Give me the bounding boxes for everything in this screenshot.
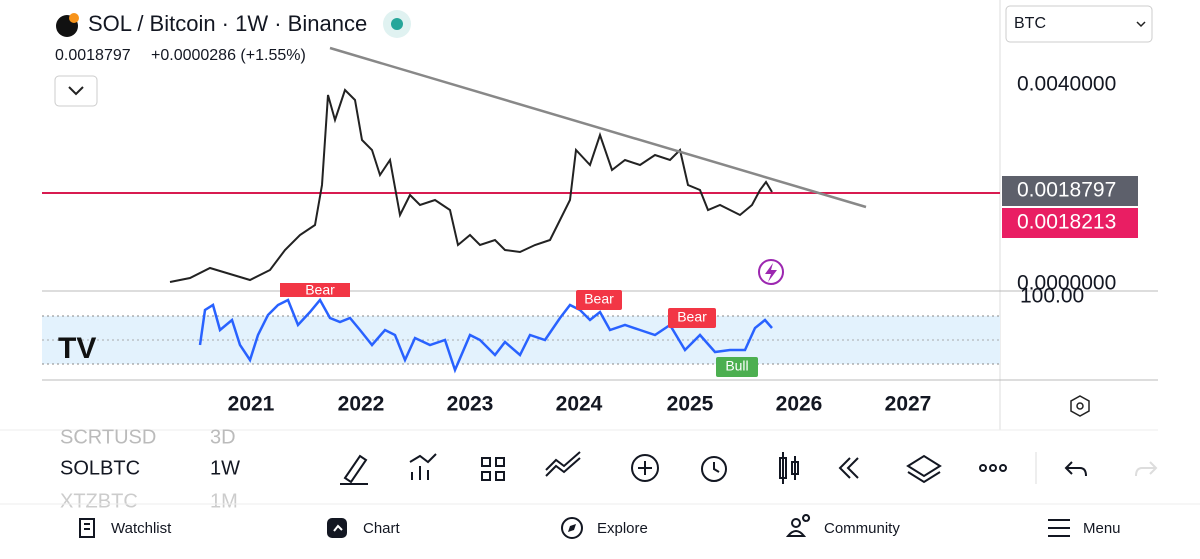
time-label: 2023 <box>447 393 494 416</box>
settings-icon-center <box>1076 402 1084 410</box>
watchlist-symbol[interactable]: XTZBTC <box>60 490 138 512</box>
explore-needle <box>568 524 576 532</box>
market-status-dot <box>391 18 403 30</box>
signal-label: Bull <box>725 358 748 374</box>
signal-tag <box>716 357 758 377</box>
rsi-axis-label: 100.00 <box>1020 285 1084 308</box>
add-tool-plus <box>638 461 652 475</box>
currency-label: BTC <box>1014 15 1046 32</box>
currency-select[interactable] <box>1005 5 1153 43</box>
collapse-button[interactable] <box>54 75 98 107</box>
event-bolt <box>765 263 777 282</box>
time-label: 2025 <box>667 393 714 416</box>
chevron <box>68 86 84 96</box>
watchlist-symbol[interactable]: SOLBTC <box>60 457 140 479</box>
rsi-band <box>42 316 1000 364</box>
time-label: 2026 <box>776 393 823 416</box>
add-tool[interactable] <box>631 454 659 482</box>
nav-item[interactable]: Explore <box>597 520 648 537</box>
more-dot <box>999 464 1007 472</box>
nav-item[interactable]: Chart <box>363 520 401 537</box>
compare-tool[interactable] <box>545 451 581 477</box>
last-price: 0.0018797 <box>55 47 131 64</box>
chevron <box>1136 21 1146 28</box>
time-label: 2024 <box>556 393 603 416</box>
price-axis-label: 0.0018797 <box>1017 179 1116 202</box>
rsi-series <box>198 297 773 374</box>
price-change: +0.0000286 (+1.55%) <box>151 47 306 64</box>
watchlist-symbol[interactable]: SCRTUSD <box>60 426 156 448</box>
price-axis-label: 0.0018213 <box>1017 211 1116 234</box>
symbol-title[interactable]: SOL / Bitcoin · 1W · Binance <box>88 11 367 36</box>
nav-item[interactable]: Community <box>824 520 900 537</box>
time-label: 2027 <box>885 393 932 416</box>
community-icon-body <box>785 514 811 537</box>
alert-tool[interactable] <box>701 456 727 482</box>
undo-tool[interactable] <box>1064 461 1087 477</box>
menu-icon <box>1048 519 1070 537</box>
signal-tag <box>576 290 622 310</box>
price-tag <box>1002 176 1138 206</box>
draw-tool[interactable] <box>340 454 368 485</box>
community-icon <box>791 518 801 528</box>
signal-tag <box>280 283 350 297</box>
more-dot[interactable] <box>979 464 987 472</box>
more-dot <box>989 464 997 472</box>
signal-tag <box>668 308 716 328</box>
chart-icon-line <box>333 524 343 532</box>
trend-line <box>329 46 867 209</box>
price-axis-label: 0.0000000 <box>1017 272 1116 295</box>
signal-label: Bear <box>677 309 707 325</box>
watchlist-interval: 3D <box>210 426 236 448</box>
nav-item[interactable]: Menu <box>1083 520 1121 537</box>
layout-tool[interactable] <box>481 457 505 481</box>
chart-type-tool[interactable] <box>779 452 799 484</box>
watchlist-interval: 1M <box>210 490 238 512</box>
time-label: 2021 <box>228 393 275 416</box>
indicators-tool[interactable] <box>409 453 437 480</box>
signal-label: Bear <box>584 291 614 307</box>
alert-tool-hands <box>713 462 720 473</box>
nav-item[interactable]: Watchlist <box>111 520 172 537</box>
logo: TV <box>58 332 96 365</box>
watchlist-interval: 1W <box>210 457 240 479</box>
price-axis-label: 0.0040000 <box>1017 73 1116 96</box>
price-series <box>169 88 773 283</box>
event-icon[interactable] <box>758 259 784 285</box>
time-label: 2022 <box>338 393 385 416</box>
price-tag <box>1002 208 1138 238</box>
explore-icon <box>561 517 583 539</box>
layers-tool[interactable] <box>906 454 942 484</box>
watchlist-icon <box>79 518 95 538</box>
symbol-icon-btc <box>69 13 79 23</box>
settings-icon[interactable] <box>1070 395 1090 417</box>
signal-label: Bear <box>305 282 335 298</box>
redo-tool[interactable] <box>1135 461 1158 477</box>
replay-tool[interactable] <box>838 457 859 479</box>
